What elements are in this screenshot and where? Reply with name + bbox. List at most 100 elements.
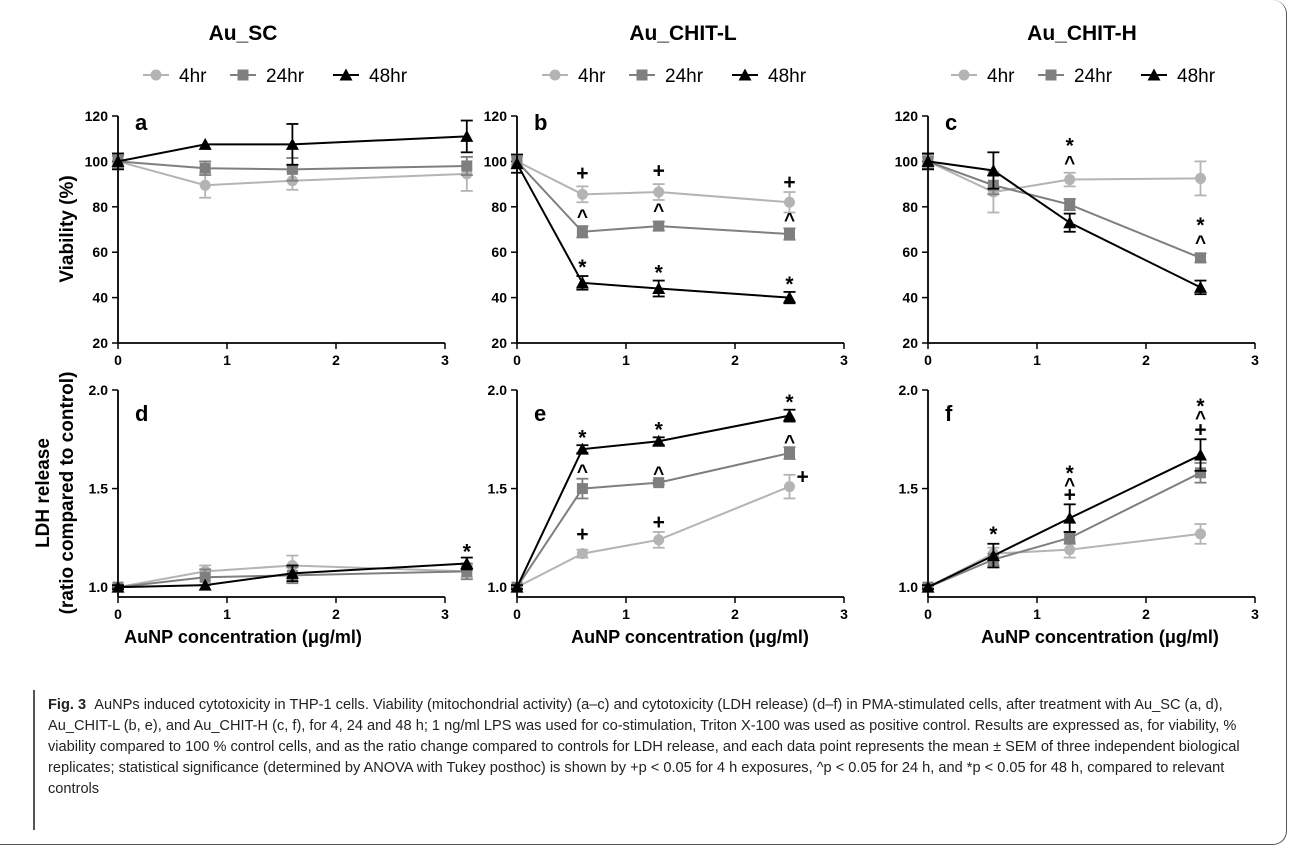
data-point-48hr: [783, 409, 796, 422]
legend-marker-24hr: [636, 69, 648, 81]
significance-mark: *: [1066, 462, 1075, 485]
significance-mark: +: [796, 466, 808, 489]
legend-marker-24hr: [1045, 69, 1057, 81]
data-point-24hr: [461, 160, 473, 172]
column-title-3: Au_CHIT-H: [1027, 22, 1137, 45]
y-tick-label: 20: [491, 335, 507, 351]
x-tick-label: 0: [513, 606, 521, 622]
data-point-24hr: [784, 228, 795, 240]
legend-label: 24hr: [1074, 66, 1113, 87]
y-tick-label: 2.0: [899, 382, 919, 398]
y-tick-label: 1.5: [899, 481, 919, 497]
legend-label: 4hr: [578, 66, 606, 87]
panel-b: 20 40 60 80 100 120 0 1 2 3 b + + + ^ ^ ^ * * *: [484, 108, 848, 368]
significance-mark: ^: [1064, 154, 1075, 175]
legend-marker-48hr: [738, 68, 752, 81]
legend-marker-4hr: [958, 69, 970, 81]
data-point-48hr: [111, 154, 125, 167]
x-tick-label: 2: [1142, 606, 1150, 622]
y-tick-label: 1.5: [488, 481, 508, 497]
y-tick-label: 60: [902, 244, 918, 260]
series-line-24hr: [117, 160, 467, 171]
data-point-48hr: [510, 157, 524, 170]
significance-mark: *: [785, 273, 794, 296]
data-point-24hr: [1195, 467, 1206, 479]
x-tick-label: 1: [223, 606, 231, 622]
series-line-4hr: [516, 485, 790, 589]
series-line-24hr: [516, 452, 790, 588]
data-point-48hr: [652, 434, 666, 447]
significance-mark: ^: [653, 201, 664, 222]
legend-label: 24hr: [665, 66, 704, 87]
data-point-24hr: [1064, 199, 1076, 211]
data-point-48hr: [111, 580, 125, 593]
y-axis-title-ldh-1: LDH release: [33, 438, 54, 548]
data-point-48hr: [510, 580, 524, 593]
significance-mark: *: [655, 418, 664, 441]
data-point-48hr: [460, 556, 474, 569]
x-tick-label: 2: [1142, 352, 1150, 368]
x-tick-label: 0: [114, 606, 122, 622]
significance-mark: ^: [653, 464, 664, 485]
legend-label: 4hr: [179, 66, 207, 87]
data-point-24hr: [199, 162, 211, 174]
y-tick-label: 120: [484, 108, 508, 124]
significance-mark: *: [1196, 395, 1205, 418]
legend-label: 48hr: [768, 66, 807, 87]
figure-caption: Fig. 3 AuNPs induced cytotoxicity in THP…: [48, 695, 1273, 800]
x-tick-label: 0: [513, 352, 521, 368]
data-point-48hr: [198, 578, 212, 591]
series-line-48hr: [117, 135, 467, 163]
series-line-48hr: [516, 414, 790, 588]
data-point-48hr: [1063, 511, 1077, 524]
x-tick-label: 1: [223, 352, 231, 368]
y-tick-label: 40: [491, 290, 507, 306]
series-48hr: [510, 408, 796, 593]
data-point-48hr: [198, 137, 212, 150]
legend-1: 4hr 24hr 48hr: [143, 66, 408, 87]
significance-mark: *: [785, 391, 794, 414]
significance-mark: *: [463, 541, 472, 564]
significance-mark: *: [578, 426, 587, 449]
y-tick-label: 40: [92, 290, 108, 306]
series-48hr: [111, 119, 474, 171]
legend-3: 4hr 24hr 48hr: [951, 66, 1216, 87]
x-tick-label: 2: [332, 606, 340, 622]
data-point-4hr: [1064, 544, 1076, 556]
significance-mark: +: [1194, 418, 1206, 441]
significance-mark: *: [1196, 214, 1205, 237]
significance-mark: *: [578, 256, 587, 279]
significance-mark: *: [989, 523, 998, 546]
data-point-48hr: [575, 276, 589, 289]
x-tick-label: 0: [114, 352, 122, 368]
series-48hr: [111, 556, 474, 593]
data-point-4hr: [1064, 174, 1076, 186]
data-point-48hr: [986, 549, 1000, 562]
y-tick-label: 1.0: [89, 579, 109, 595]
data-point-48hr: [986, 163, 1000, 176]
data-point-48hr: [652, 282, 666, 295]
data-point-48hr: [921, 154, 935, 167]
significance-mark: +: [1064, 483, 1076, 506]
panel-letter-f: f: [945, 401, 953, 426]
data-point-24hr: [653, 477, 665, 489]
significance-mark: +: [653, 159, 665, 182]
data-point-48hr: [285, 566, 299, 579]
data-point-24hr: [1064, 532, 1076, 544]
y-tick-label: 100: [484, 153, 508, 169]
x-tick-label: 3: [1251, 352, 1259, 368]
x-axis-title-1: AuNP concentration (μg/ml): [124, 627, 362, 647]
legend-marker-24hr: [237, 69, 249, 81]
data-point-48hr: [1194, 448, 1207, 461]
x-tick-label: 1: [622, 352, 630, 368]
series-line-24hr: [927, 471, 1201, 589]
series-line-48hr: [117, 562, 467, 589]
x-axis-title-3: AuNP concentration (μg/ml): [981, 627, 1219, 647]
data-point-4hr: [1195, 528, 1206, 540]
significance-mark: ^: [577, 462, 588, 483]
x-tick-label: 2: [731, 352, 739, 368]
y-axis-title-viability: Viability (%): [57, 175, 78, 282]
data-point-4hr: [653, 534, 665, 546]
legend-label: 4hr: [987, 66, 1015, 87]
